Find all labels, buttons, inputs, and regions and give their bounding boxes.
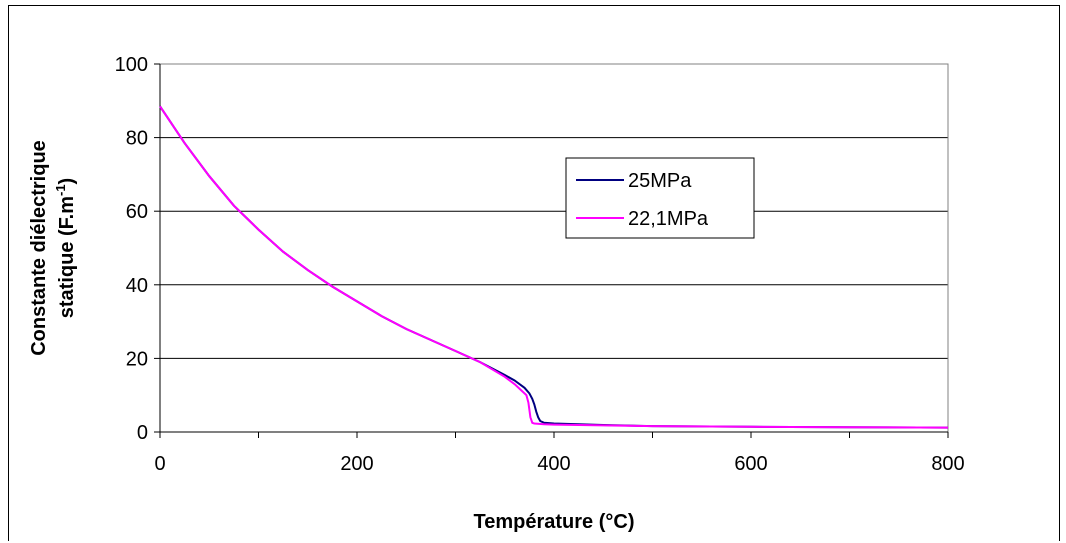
y-tick-label: 40	[126, 275, 148, 297]
y-axis-title-suffix: )	[56, 178, 78, 185]
series-line-1	[159, 105, 949, 429]
y-axis-title-line2: statique (F.m-1)	[53, 178, 78, 318]
x-axis-title: Température (°C)	[474, 511, 635, 533]
series-line-0	[159, 105, 949, 429]
chart-frame	[8, 5, 1060, 541]
legend-label-1: 22,1MPa	[628, 208, 709, 230]
x-tick-label: 400	[537, 453, 570, 475]
x-tick-label: 600	[734, 453, 767, 475]
x-tick-label: 200	[340, 453, 373, 475]
grid-layer	[160, 63, 948, 359]
axes-layer	[154, 63, 949, 438]
legend-box	[565, 157, 755, 239]
y-tick-label: 80	[126, 128, 148, 150]
x-tick-label: 800	[931, 453, 964, 475]
y-tick-label: 20	[126, 348, 148, 370]
y-axis-title: Constante diélectrique statique (F.m-1)	[28, 140, 78, 356]
ticks-layer: 0 20 40 60 80 100 0 200 400 600 800	[115, 54, 965, 475]
y-axis-title-superscript: -1	[53, 184, 68, 196]
y-axis-title-prefix: statique (F.m	[56, 196, 78, 318]
legend-label-0: 25MPa	[628, 170, 692, 192]
y-tick-label: 0	[137, 422, 148, 444]
series-layer	[159, 105, 949, 429]
x-tick-label: 0	[154, 453, 165, 475]
legend: 25MPa 22,1MPa	[565, 157, 755, 239]
y-tick-label: 60	[126, 201, 148, 223]
y-tick-label: 100	[115, 54, 148, 76]
y-axis-title-line1: Constante diélectrique	[28, 140, 50, 356]
